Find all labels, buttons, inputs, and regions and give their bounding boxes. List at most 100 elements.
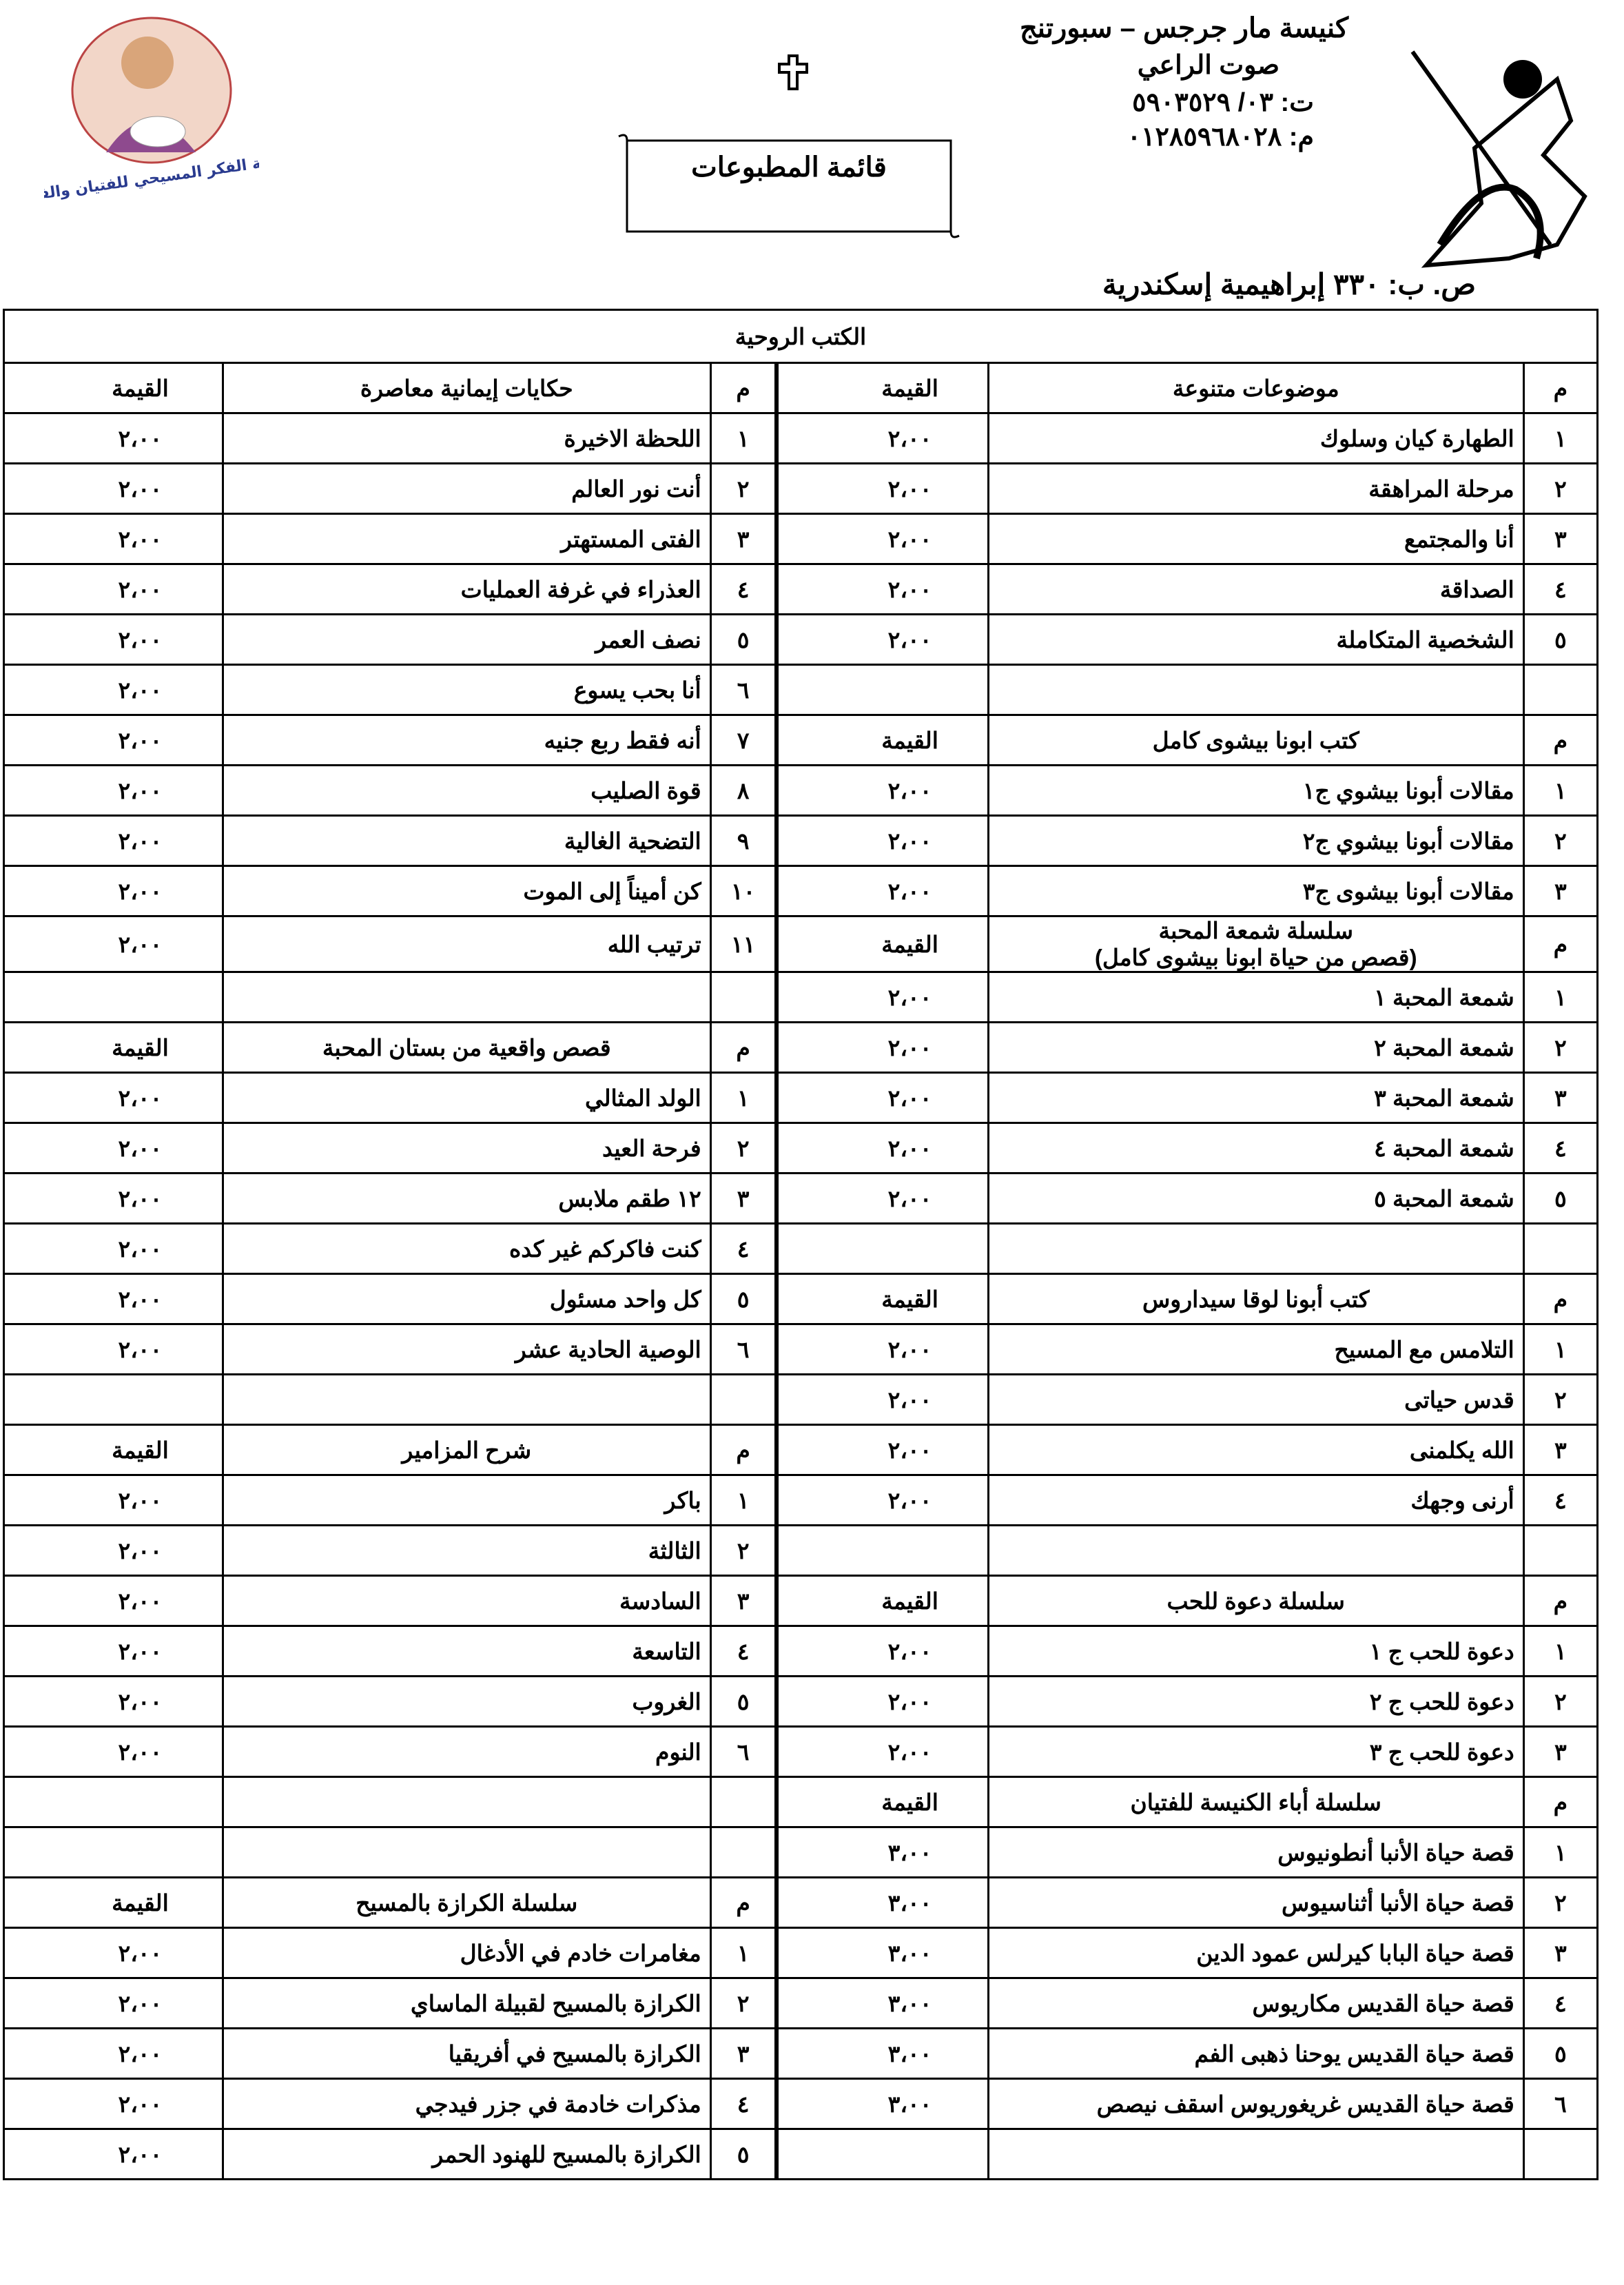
item-price: ٢،٠٠ bbox=[3, 764, 224, 817]
item-price: ٢،٠٠ bbox=[3, 563, 224, 615]
item-price: ٣،٠٠ bbox=[774, 1826, 989, 1878]
item-title: باكر bbox=[221, 1474, 712, 1526]
table-row: م سلسلة شمعة المحبة (قصص من حياة ابونا بيش… bbox=[3, 915, 1599, 973]
item-price: ٢،٠٠ bbox=[3, 1323, 224, 1375]
item-number bbox=[709, 1776, 778, 1828]
item-price: ٢،٠٠ bbox=[3, 1273, 224, 1325]
item-number: ٣ bbox=[1522, 1072, 1599, 1124]
item-price: ٢،٠٠ bbox=[3, 2078, 224, 2130]
table-row: ٣ الله يكلمنى ٢،٠٠ م شرح المزامير القيمة bbox=[3, 1424, 1599, 1476]
item-number: ٣ bbox=[1522, 865, 1599, 917]
item-number: م bbox=[709, 1424, 778, 1476]
item-number: ٢ bbox=[709, 462, 778, 515]
item-number: م bbox=[709, 1021, 778, 1074]
item-price: ٢،٠٠ bbox=[774, 513, 989, 565]
item-title: كنت فاكركم غير كده bbox=[221, 1222, 712, 1275]
item-number: ٣ bbox=[1522, 513, 1599, 565]
item-title: سلسلة أباء الكنيسة للفتيان bbox=[987, 1776, 1525, 1828]
table-row: ٣ قصة حياة البابا كيرلس عمود الدين ٣،٠٠ ١ مغ… bbox=[3, 1927, 1599, 1979]
item-price: القيمة bbox=[774, 362, 989, 414]
mobile: م: ٠١٢٨٥٩٦٨٠٢٨ bbox=[1127, 123, 1314, 152]
item-title: أنا بحب يسوع bbox=[221, 664, 712, 716]
item-number: ١١ bbox=[709, 915, 778, 973]
item-title: مغامرات خادم في الأدغال bbox=[221, 1927, 712, 1979]
item-title: التضحية الغالية bbox=[221, 814, 712, 867]
item-title: الشخصية المتكاملة bbox=[987, 613, 1525, 666]
item-title: سلسلة شمعة المحبة (قصص من حياة ابونا بيشو… bbox=[987, 915, 1525, 973]
item-number bbox=[1522, 664, 1599, 716]
table-row: ٢ دعوة للحب ج ٢ ٢،٠٠ ٥ الغروب ٢،٠٠ bbox=[3, 1675, 1599, 1728]
item-price: ٣،٠٠ bbox=[774, 2027, 989, 2080]
item-title: الفتى المستهتر bbox=[221, 513, 712, 565]
item-price: ٢،٠٠ bbox=[3, 714, 224, 766]
item-title: قصة حياة القديس غريغوريوس اسقف نيصص bbox=[987, 2078, 1525, 2130]
item-number bbox=[709, 1826, 778, 1878]
item-title: أنه فقط ربع جنيه bbox=[221, 714, 712, 766]
item-number: ٥ bbox=[709, 1675, 778, 1728]
item-title: كتب أبونا لوقا سيداروس bbox=[987, 1273, 1525, 1325]
item-number: ٢ bbox=[1522, 1876, 1599, 1929]
item-number: ٥ bbox=[1522, 613, 1599, 666]
item-price: ٢،٠٠ bbox=[3, 865, 224, 917]
item-number: ٣ bbox=[1522, 1424, 1599, 1476]
item-number: ٤ bbox=[1522, 563, 1599, 615]
item-title: الكرازة بالمسيح لقبيلة الماساي bbox=[221, 1977, 712, 2029]
item-price bbox=[3, 1776, 224, 1828]
item-title: قصص واقعية من بستان المحبة bbox=[221, 1021, 712, 1074]
item-price: القيمة bbox=[3, 1021, 224, 1074]
table-row: ١ شمعة المحبة ١ ٢،٠٠ bbox=[3, 971, 1599, 1023]
item-number: ١ bbox=[1522, 764, 1599, 817]
item-number: م bbox=[1522, 915, 1599, 973]
table-row: ٤ أرنى وجهك ٢،٠٠ ١ باكر ٢،٠٠ bbox=[3, 1474, 1599, 1526]
item-number: ٤ bbox=[709, 1625, 778, 1677]
doc-title: قائمة المطبوعات bbox=[691, 152, 887, 183]
item-number: ٥ bbox=[1522, 2027, 1599, 2080]
item-number: ١ bbox=[709, 1474, 778, 1526]
item-number: ٤ bbox=[709, 563, 778, 615]
item-price: ٢،٠٠ bbox=[3, 513, 224, 565]
item-number: ١ bbox=[709, 1072, 778, 1124]
item-price: ٢،٠٠ bbox=[774, 1675, 989, 1728]
item-number: ٤ bbox=[1522, 1122, 1599, 1174]
item-number: ٢ bbox=[1522, 1675, 1599, 1728]
item-title bbox=[221, 971, 712, 1023]
table-row: ٥ شمعة المحبة ٥ ٢،٠٠ ٣ ١٢ طقم ملابس ٢،٠٠ bbox=[3, 1172, 1599, 1225]
item-title bbox=[221, 1776, 712, 1828]
item-title: السادسة bbox=[221, 1575, 712, 1627]
item-number: ٢ bbox=[1522, 462, 1599, 515]
item-price bbox=[3, 1826, 224, 1878]
item-price: ٢،٠٠ bbox=[3, 1524, 224, 1577]
item-price bbox=[3, 1373, 224, 1426]
item-price: ٢،٠٠ bbox=[774, 563, 989, 615]
logo: رسالة الفكر المسيحي للفتيان والفتيات bbox=[44, 17, 259, 207]
item-price: ٢،٠٠ bbox=[3, 814, 224, 867]
item-number: ٢ bbox=[709, 1977, 778, 2029]
item-title: دعوة للحب ج ٣ bbox=[987, 1725, 1525, 1778]
item-price bbox=[774, 1524, 989, 1577]
publication: صوت الراعي bbox=[1137, 51, 1279, 80]
item-number: م bbox=[709, 362, 778, 414]
table-row: ٤ الصداقة ٢،٠٠ ٤ العذراء في غرفة العمليات ٢،٠… bbox=[3, 563, 1599, 615]
item-title: أنت نور العالم bbox=[221, 462, 712, 515]
item-title: الثالثة bbox=[221, 1524, 712, 1577]
item-number: ٣ bbox=[1522, 1927, 1599, 1979]
item-number: ٥ bbox=[709, 1273, 778, 1325]
item-title: التلامس مع المسيح bbox=[987, 1323, 1525, 1375]
item-title: أنا والمجتمع bbox=[987, 513, 1525, 565]
item-title: قصة حياة الأنبا أثناسيوس bbox=[987, 1876, 1525, 1929]
item-title: مرحلة المراهقة bbox=[987, 462, 1525, 515]
item-price: ٢،٠٠ bbox=[774, 1172, 989, 1225]
item-number: ٦ bbox=[1522, 2078, 1599, 2130]
item-title: شمعة المحبة ٤ bbox=[987, 1122, 1525, 1174]
item-price: ٢،٠٠ bbox=[3, 462, 224, 515]
cross-icon bbox=[778, 54, 808, 90]
address: ص. ب: ٣٣٠ إبراهيمية إسكندرية bbox=[1102, 268, 1476, 300]
item-number: م bbox=[709, 1876, 778, 1929]
phone: ت: ٠٣/ ٥٩٠٣٥٢٩ bbox=[1132, 88, 1314, 117]
item-number: م bbox=[1522, 714, 1599, 766]
item-title bbox=[987, 664, 1525, 716]
item-price: ٢،٠٠ bbox=[3, 1222, 224, 1275]
item-title: قدس حياتى bbox=[987, 1373, 1525, 1426]
table-row: ٥ الشخصية المتكاملة ٢،٠٠ ٥ نصف العمر ٢،٠٠ bbox=[3, 613, 1599, 666]
